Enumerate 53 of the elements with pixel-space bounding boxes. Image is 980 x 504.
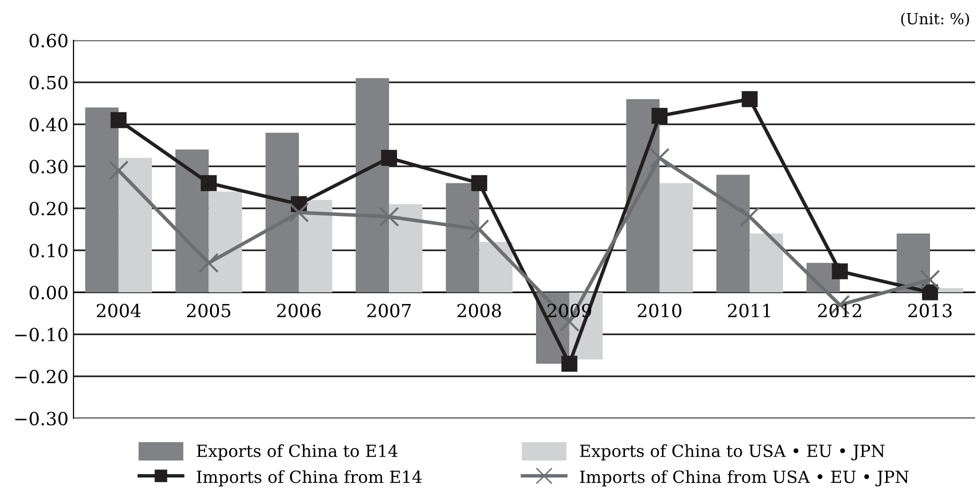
point bbox=[740, 206, 760, 227]
bar bbox=[175, 150, 209, 292]
y-tick-label: 0.60 bbox=[30, 34, 68, 48]
point bbox=[561, 356, 578, 372]
bar bbox=[660, 183, 693, 292]
point bbox=[832, 263, 848, 280]
x-tick-label: 2011 bbox=[728, 304, 770, 318]
x-tick-label: 2007 bbox=[367, 304, 411, 318]
y-tick-label: −0.10 bbox=[15, 328, 68, 342]
x-tick-label: 2004 bbox=[96, 304, 141, 318]
bar bbox=[118, 158, 152, 292]
point bbox=[920, 270, 940, 290]
y-tick-label: 0.30 bbox=[30, 160, 68, 174]
y-tick-label: 0.50 bbox=[30, 76, 68, 90]
point bbox=[652, 108, 668, 124]
legend-label: Imports of China from USA • EU • JPN bbox=[580, 470, 909, 486]
point bbox=[200, 175, 217, 192]
point bbox=[742, 91, 758, 108]
y-tick-label: 0.00 bbox=[30, 286, 68, 300]
point bbox=[469, 219, 490, 240]
x-tick-label: 2013 bbox=[908, 304, 952, 318]
bar bbox=[446, 183, 480, 292]
legend-label: Imports of China from E14 bbox=[196, 470, 422, 486]
y-tick-label: −0.30 bbox=[15, 412, 68, 426]
bar bbox=[356, 78, 390, 292]
y-tick-label: 0.20 bbox=[30, 202, 68, 216]
point bbox=[649, 148, 670, 168]
point bbox=[108, 160, 129, 181]
bar bbox=[208, 192, 242, 292]
point bbox=[381, 150, 398, 166]
x-tick-label: 2010 bbox=[638, 304, 682, 318]
point bbox=[288, 202, 309, 223]
bar bbox=[750, 234, 784, 292]
text: (Unit: %) bbox=[901, 12, 969, 27]
point bbox=[378, 206, 400, 227]
legend-label: Exports of China to USA • EU • JPN bbox=[580, 444, 885, 460]
x-tick-label: 2008 bbox=[457, 304, 501, 318]
y-tick-label: −0.20 bbox=[15, 370, 68, 384]
bar bbox=[298, 200, 332, 292]
point bbox=[922, 284, 938, 300]
bar bbox=[716, 174, 750, 292]
bar bbox=[85, 108, 119, 292]
x-tick-label: 2005 bbox=[186, 304, 230, 318]
bar bbox=[479, 242, 513, 292]
point bbox=[110, 112, 127, 128]
legend-label: Exports of China to E14 bbox=[196, 444, 398, 460]
point bbox=[198, 252, 219, 273]
bar bbox=[389, 204, 422, 292]
point bbox=[471, 175, 488, 192]
y-tick-label: 0.10 bbox=[30, 244, 68, 258]
bar bbox=[266, 132, 299, 292]
x-tick-label: 2006 bbox=[277, 304, 321, 318]
y-tick-label: 0.40 bbox=[30, 118, 68, 132]
